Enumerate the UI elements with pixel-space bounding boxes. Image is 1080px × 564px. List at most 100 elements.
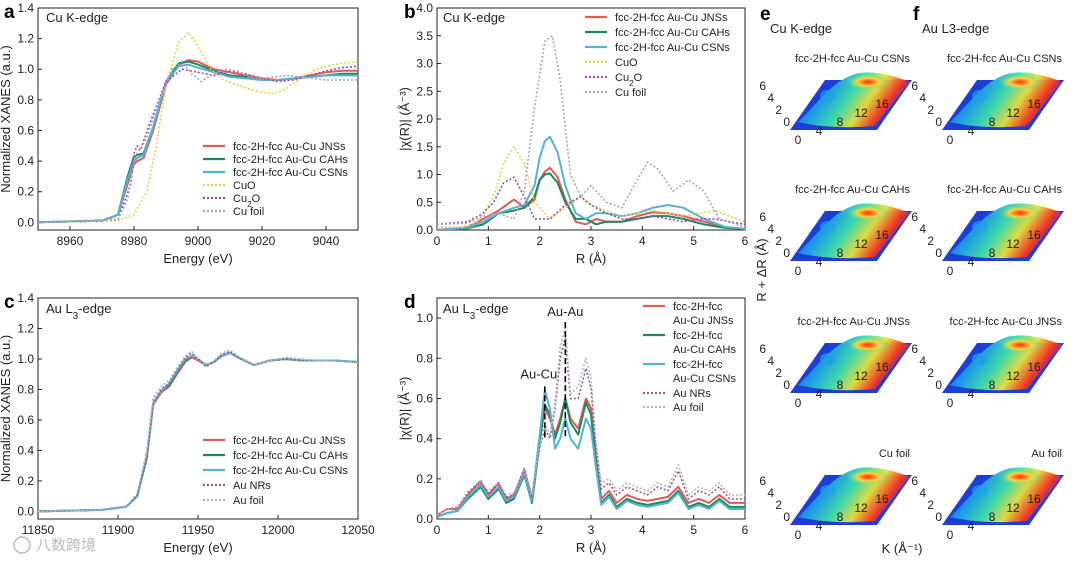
x-axis-label: R (Å) — [576, 251, 606, 266]
map-x-tick-label: 8 — [989, 510, 996, 524]
y-tick-label: 1.0 — [416, 168, 433, 182]
map-x-tick-label: 12 — [854, 501, 868, 515]
legend-label: fcc-2H-fcc Au-Cu JNSs — [233, 435, 346, 447]
map-title: fcc-2H-fcc Au-Cu CSNs — [947, 53, 1062, 65]
x-tick-label: 2 — [536, 234, 543, 248]
series-line — [38, 60, 358, 224]
y-axis-label: Normalized XANES (a.u.) — [0, 335, 13, 482]
y-tick-label: 1.2 — [17, 321, 34, 335]
map-x-tick-label: 4 — [968, 387, 975, 401]
map-title: Au foil — [1031, 448, 1062, 460]
map-y-tick-label: 6 — [911, 474, 918, 488]
y-tick-label: 1.4 — [17, 291, 34, 305]
map-x-tick-label: 16 — [875, 360, 889, 374]
legend-label: Cu foil — [615, 87, 646, 99]
x-axis-label: R (Å) — [576, 540, 606, 555]
plot-frame — [37, 297, 359, 520]
map-y-tick-label: 4 — [767, 354, 774, 368]
x-tick-label: 4 — [639, 523, 646, 537]
map-x-tick-label: 12 — [1006, 106, 1020, 120]
legend-label: fcc-2H-fcc Au-Cu CAHs — [673, 330, 736, 356]
legend-label: fcc-2H-fcc Au-Cu CSNs — [233, 167, 348, 179]
legend-label: fcc-2H-fcc Au-Cu CSNs — [615, 42, 730, 54]
y-tick-label: 0.8 — [17, 382, 34, 396]
map-x-tick-label: 12 — [1006, 501, 1020, 515]
legend-label: Au NRs — [233, 480, 271, 492]
x-tick-label: 3 — [588, 523, 595, 537]
y-tick-label: 2.5 — [416, 84, 433, 98]
map-x-tick-label: 8 — [989, 115, 996, 129]
y-tick-label: 2.0 — [416, 112, 433, 126]
panel-letter-f: f — [913, 4, 920, 25]
map-y-tick-label: 6 — [759, 342, 766, 356]
plot-frame — [37, 7, 359, 231]
map-x-tick-label: 8 — [837, 510, 844, 524]
x-tick-label: 8980 — [121, 234, 148, 248]
panel-letter-e: e — [760, 4, 771, 25]
legend-label: fcc-2H-fcc Au-Cu CSNs — [673, 359, 736, 385]
map-x-tick-label: 8 — [989, 246, 996, 260]
map-x-tick-label: 0 — [795, 396, 802, 410]
x-tick-label: 3 — [588, 234, 595, 248]
x-tick-label: 2 — [536, 523, 543, 537]
y-tick-label: 0.5 — [416, 195, 433, 209]
map-x-tick-label: 4 — [816, 124, 823, 138]
series-line — [437, 397, 745, 516]
map-x-tick-label: 4 — [968, 255, 975, 269]
map-x-tick-label: 16 — [1027, 97, 1041, 111]
map-y-tick-label: 0 — [783, 378, 790, 392]
x-tick-label: 6 — [742, 234, 749, 248]
map-title: fcc-2H-fcc Au-Cu CAHs — [795, 184, 910, 196]
map-x-tick-label: 12 — [854, 369, 868, 383]
map-y-tick-label: 4 — [767, 486, 774, 500]
map-y-tick-label: 6 — [759, 210, 766, 224]
map-minor-peak — [972, 353, 988, 365]
panel-letter-a: a — [4, 2, 15, 23]
x-axis-label: Energy (eV) — [163, 540, 232, 555]
x-tick-label: 1 — [485, 523, 492, 537]
map-x-tick-label: 0 — [795, 264, 802, 278]
map-x-tick-label: 12 — [854, 106, 868, 120]
annotation-au-au: Au-Au — [547, 304, 583, 319]
y-tick-label: 0.0 — [416, 223, 433, 237]
y-tick-label: 3.0 — [416, 57, 433, 71]
map-y-tick-label: 0 — [935, 115, 942, 129]
map-minor-peak — [972, 221, 988, 233]
map-title: fcc-2H-fcc Au-Cu CSNs — [795, 53, 910, 65]
legend-label: CuO — [233, 180, 256, 192]
legend-label: fcc-2H-fcc Au-Cu JNSs — [615, 12, 728, 24]
x-tick-label: 12050 — [341, 523, 375, 537]
series-line — [437, 337, 745, 516]
map-x-tick-label: 16 — [1027, 492, 1041, 506]
map-x-tick-label: 8 — [837, 115, 844, 129]
x-tick-label: 12000 — [261, 523, 295, 537]
legend-label: Au foil — [233, 495, 264, 507]
map-x-tick-label: 8 — [837, 378, 844, 392]
y-axis-label: |χ(R)| (Å⁻³) — [397, 377, 412, 441]
map-x-tick-label: 16 — [1027, 360, 1041, 374]
y-tick-label: 0.0 — [17, 215, 34, 229]
map-peak — [846, 469, 890, 485]
map-x-tick-label: 0 — [947, 528, 954, 542]
series-line — [437, 172, 745, 230]
map-y-tick-label: 4 — [919, 354, 926, 368]
map-y-tick-label: 6 — [911, 210, 918, 224]
y-axis-label: Normalized XANES (a.u.) — [0, 45, 13, 192]
legend-label: fcc-2H-fcc Au-Cu CAHs — [233, 450, 348, 462]
x-tick-label: 1 — [485, 234, 492, 248]
y-tick-label: 0.2 — [17, 474, 34, 488]
x-axis-label: Energy (eV) — [163, 251, 232, 266]
series-line — [437, 146, 745, 228]
map-title: fcc-2H-fcc Au-Cu JNSs — [798, 316, 911, 328]
map-y-tick-label: 6 — [911, 342, 918, 356]
series-line — [38, 63, 358, 224]
map-minor-peak — [820, 90, 836, 102]
map-y-tick-label: 0 — [783, 246, 790, 260]
map-y-tick-label: 4 — [919, 91, 926, 105]
legend-label: Cu2O — [233, 193, 261, 209]
x-tick-label: 6 — [742, 523, 749, 537]
map-x-tick-label: 4 — [816, 387, 823, 401]
map-y-tick-label: 2 — [775, 498, 782, 512]
